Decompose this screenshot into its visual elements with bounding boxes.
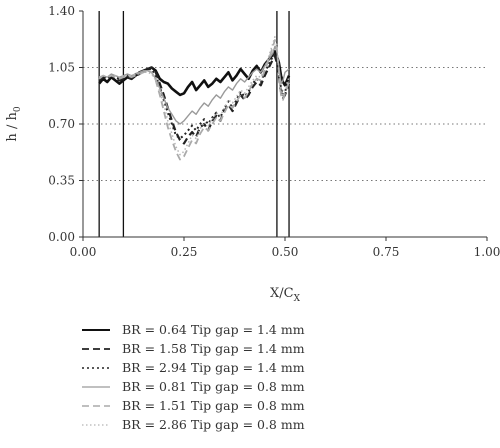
legend-swatch-2 bbox=[82, 366, 110, 369]
legend-swatch-5 bbox=[82, 423, 110, 426]
legend-swatch-0 bbox=[82, 328, 110, 331]
legend-swatch-1 bbox=[82, 347, 110, 350]
legend-label-1: BR = 1.58 Tip gap = 1.4 mm bbox=[122, 341, 305, 356]
legend-label-3: BR = 0.81 Tip gap = 0.8 mm bbox=[122, 379, 305, 394]
legend-label-4: BR = 1.51 Tip gap = 0.8 mm bbox=[122, 398, 305, 413]
x-tick-label-4: 1.00 bbox=[474, 245, 500, 259]
legend-swatch-3 bbox=[82, 385, 110, 388]
legend-item-2: BR = 2.94 Tip gap = 1.4 mm bbox=[82, 358, 382, 377]
x-axis-title: X/CX bbox=[270, 286, 301, 304]
y-tick-label-4: 1.40 bbox=[48, 4, 75, 18]
series-line-1 bbox=[98, 55, 291, 145]
legend-item-3: BR = 0.81 Tip gap = 0.8 mm bbox=[82, 377, 382, 396]
y-tick-label-2: 0.70 bbox=[48, 117, 75, 131]
series-line-0 bbox=[98, 50, 291, 97]
legend-label-0: BR = 0.64 Tip gap = 1.4 mm bbox=[122, 322, 305, 337]
y-tick-label-0: 0.00 bbox=[48, 230, 75, 244]
legend-item-5: BR = 2.86 Tip gap = 0.8 mm bbox=[82, 415, 382, 434]
legend-label-5: BR = 2.86 Tip gap = 0.8 mm bbox=[122, 417, 305, 432]
legend-item-0: BR = 0.64 Tip gap = 1.4 mm bbox=[82, 320, 382, 339]
tick-labels: 0.00 0.25 0.50 0.75 1.00 0.00 0.35 0.70 1.05 1.40 bbox=[48, 4, 500, 259]
x-tick-label-2: 0.50 bbox=[272, 245, 299, 259]
x-tick-label-1: 0.25 bbox=[171, 245, 198, 259]
series-line-2 bbox=[98, 52, 290, 140]
chart: 0.00 0.25 0.50 0.75 1.00 0.00 0.35 0.70 1.05 1.40… bbox=[5, 4, 500, 304]
legend-item-4: BR = 1.51 Tip gap = 0.8 mm bbox=[82, 396, 382, 415]
legend: BR = 0.64 Tip gap = 1.4 mm BR = 1.58 Tip … bbox=[82, 320, 382, 434]
y-axis-title: h / h0 bbox=[5, 106, 23, 141]
series-lines bbox=[98, 36, 291, 161]
x-tick-label-3: 0.75 bbox=[373, 245, 400, 259]
reference-vertical-lines bbox=[98, 11, 290, 237]
legend-item-1: BR = 1.58 Tip gap = 1.4 mm bbox=[82, 339, 382, 358]
y-tick-label-1: 0.35 bbox=[48, 174, 75, 188]
legend-swatch-4 bbox=[82, 404, 110, 407]
legend-label-2: BR = 2.94 Tip gap = 1.4 mm bbox=[122, 360, 305, 375]
y-tick-label-3: 1.05 bbox=[48, 61, 75, 75]
x-tick-label-0: 0.00 bbox=[70, 245, 97, 259]
series-line-5 bbox=[98, 36, 290, 156]
series-line-4 bbox=[98, 39, 290, 161]
